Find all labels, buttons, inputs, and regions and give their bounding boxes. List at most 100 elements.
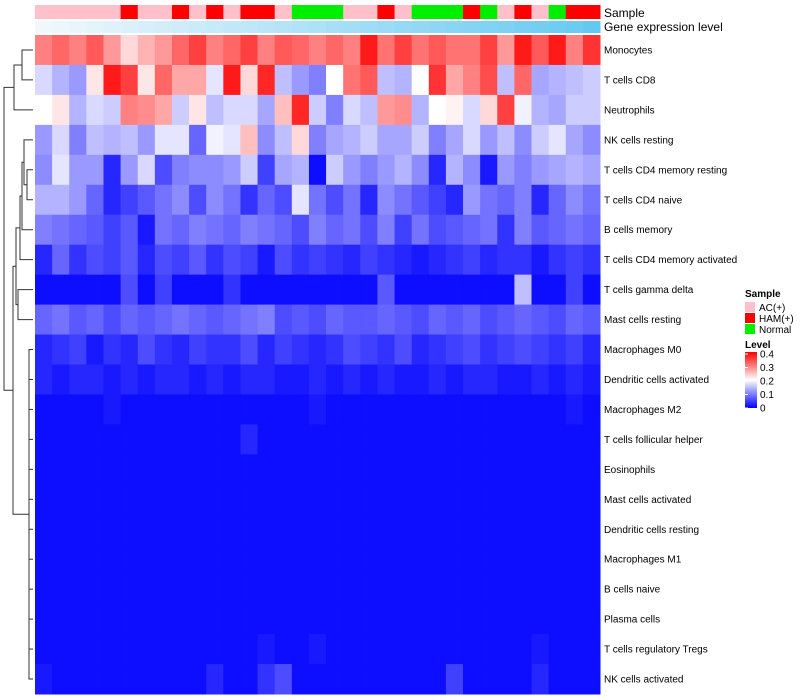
heatmap-cell — [223, 514, 241, 545]
heatmap-cell — [291, 454, 310, 485]
heatmap-cell — [531, 214, 550, 246]
heatmap-cell — [171, 634, 190, 665]
heatmap-cell — [531, 664, 550, 695]
heatmap-cell — [548, 574, 567, 605]
heatmap-cell — [514, 454, 533, 485]
sample-annotation-cell — [189, 5, 207, 19]
heatmap-cell — [480, 574, 498, 605]
sample-annotation-cell — [531, 5, 550, 19]
heatmap-cell — [274, 364, 293, 395]
heatmap-cell — [137, 394, 156, 425]
row-label: Plasma cells — [604, 615, 660, 626]
heatmap-cell — [69, 394, 87, 425]
heatmap-cell — [137, 214, 156, 246]
row-label: T cells CD4 memory resting — [604, 165, 727, 176]
heatmap-cell — [394, 244, 413, 276]
heatmap-cell — [223, 184, 241, 216]
heatmap-cell — [360, 244, 378, 276]
heatmap-cell — [291, 514, 310, 545]
heatmap-cell — [514, 394, 533, 425]
heatmap-cell — [206, 364, 224, 395]
heatmap-cell — [411, 274, 430, 306]
heatmap-cell — [497, 274, 515, 306]
heatmap-cell — [274, 64, 293, 96]
heatmap-cell — [206, 484, 224, 515]
heatmap-cell — [171, 514, 190, 545]
heatmap-cell — [52, 64, 70, 96]
heatmap-cell — [445, 484, 464, 515]
expression-annotation-cell — [360, 21, 378, 33]
sample-annotation-cell — [154, 5, 173, 19]
heatmap-cell — [154, 124, 173, 156]
heatmap-cell — [343, 364, 361, 395]
heatmap-cell — [497, 334, 515, 365]
heatmap-cell — [274, 454, 293, 485]
heatmap-cell — [360, 394, 378, 425]
heatmap-cell — [274, 244, 293, 276]
heatmap-cell — [428, 184, 447, 216]
heatmap-cell — [463, 334, 481, 365]
heatmap-cell — [326, 154, 344, 186]
heatmap-cell — [154, 214, 173, 246]
heatmap-cell — [86, 334, 104, 365]
heatmap-cell — [154, 454, 173, 485]
heatmap-cell — [582, 94, 601, 126]
heatmap-cell — [480, 334, 498, 365]
expression-annotation-cell — [69, 21, 87, 33]
level-legend-label: 0.4 — [760, 350, 774, 361]
heatmap-cell — [257, 154, 276, 186]
heatmap-cell — [206, 664, 224, 695]
heatmap-cell — [86, 304, 104, 336]
heatmap-cell — [326, 424, 344, 455]
heatmap-cell — [428, 35, 447, 66]
heatmap-cell — [35, 274, 53, 306]
heatmap-cell — [291, 634, 310, 665]
heatmap-cell — [377, 154, 396, 186]
heatmap-cell — [428, 394, 447, 425]
expression-annotation-cell — [497, 21, 515, 33]
heatmap-cell — [69, 94, 87, 126]
heatmap-cell — [531, 274, 550, 306]
heatmap-cell — [445, 154, 464, 186]
heatmap-cell — [377, 35, 396, 66]
heatmap-cell — [103, 634, 122, 665]
heatmap-cell — [531, 184, 550, 216]
heatmap-cell — [274, 394, 293, 425]
heatmap-cell — [240, 154, 259, 186]
heatmap-cell — [189, 514, 207, 545]
heatmap-cell — [428, 214, 447, 246]
heatmap-cell — [103, 394, 122, 425]
heatmap-cell — [120, 454, 139, 485]
heatmap-cell — [377, 214, 396, 246]
heatmap-cell — [189, 154, 207, 186]
heatmap-cell — [548, 184, 567, 216]
heatmap-cell — [35, 94, 53, 126]
heatmap-cell — [257, 94, 276, 126]
heatmap-cell — [497, 244, 515, 276]
heatmap-cell — [154, 94, 173, 126]
heatmap-cell — [411, 424, 430, 455]
heatmap-cell — [69, 484, 87, 515]
heatmap-cell — [565, 514, 584, 545]
heatmap-cell — [35, 544, 53, 575]
heatmap-cell — [497, 544, 515, 575]
heatmap-cell — [52, 304, 70, 336]
heatmap-cell — [223, 334, 241, 365]
heatmap-cell — [274, 634, 293, 665]
heatmap-cell — [531, 154, 550, 186]
heatmap-cell — [514, 274, 533, 306]
heatmap-cell — [548, 274, 567, 306]
heatmap-cell — [582, 64, 601, 96]
sample-annotation-cell — [206, 5, 224, 19]
heatmap-cell — [377, 664, 396, 695]
heatmap-cell — [548, 364, 567, 395]
row-label: Macrophages M1 — [604, 555, 682, 566]
heatmap-cell — [394, 664, 413, 695]
heatmap-cell — [240, 634, 259, 665]
heatmap-cell — [257, 394, 276, 425]
sample-annotation-cell — [52, 5, 70, 19]
heatmap-cell — [480, 364, 498, 395]
heatmap-cell — [103, 244, 122, 276]
heatmap-cell — [206, 154, 224, 186]
heatmap-cell — [531, 394, 550, 425]
